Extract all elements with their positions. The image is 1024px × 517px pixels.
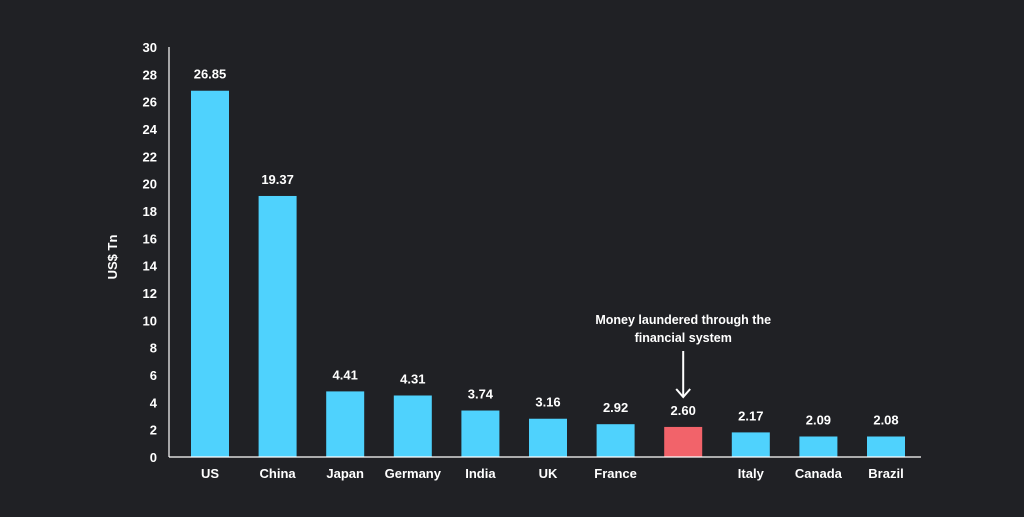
bar-value-label: 2.08 [873,413,898,428]
x-category-label: US [201,466,219,481]
x-category-label: Japan [326,466,364,481]
bar [258,195,297,457]
bar [393,395,432,457]
x-category-label: France [594,466,637,481]
x-category-label: Canada [795,466,843,481]
x-category-label: UK [539,466,558,481]
annotation-line-2: financial system [635,331,732,345]
y-tick-label: 22 [143,149,157,164]
annotation-line-1: Money laundered through the [595,313,771,327]
annotation-arrow-head [675,388,691,399]
bar [529,418,567,457]
y-tick-label: 30 [143,40,157,55]
y-tick-label: 4 [150,395,158,410]
y-tick-label: 0 [150,450,157,465]
bar [326,391,365,457]
bar-value-label: 4.31 [400,372,425,387]
bar [799,436,838,457]
x-category-label: Brazil [868,466,903,481]
y-tick-label: 16 [143,231,157,246]
y-axis-title: US$ Tn [105,235,120,280]
x-category-label: Italy [738,466,765,481]
bar-value-label: 2.09 [806,413,831,428]
annotation: Money laundered through the financial sy… [595,313,771,399]
bar-value-label: 3.74 [468,387,494,402]
x-category-label: India [465,466,496,481]
bar [191,90,229,457]
bar-value-label: 2.60 [671,403,696,418]
y-tick-label: 18 [143,204,157,219]
y-tick-label: 10 [143,313,157,328]
bar-value-label: 19.37 [261,172,294,187]
y-tick-label: 6 [150,368,157,383]
bar-highlight [664,426,703,457]
x-category-label: China [260,466,297,481]
y-tick-label: 8 [150,341,157,356]
bar [596,424,635,457]
y-tick-label: 28 [143,67,157,82]
y-tick-label: 24 [143,122,158,137]
bar-value-label: 2.17 [738,408,763,423]
y-tick-label: 20 [143,177,157,192]
bar [867,436,905,457]
bar-value-label: 2.92 [603,400,628,415]
y-tick-label: 2 [150,423,157,438]
bars: 26.85 US 19.37 China 4.41 Japan 4.31 Germany 3.7… [191,67,905,481]
y-tick-label: 12 [143,286,157,301]
y-tick-label: 26 [143,95,157,110]
bar [461,410,500,457]
bar-value-label: 3.16 [535,395,560,410]
bar-value-label: 26.85 [194,67,227,82]
bar-value-label: 4.41 [333,367,358,382]
y-tick-label: 14 [143,259,158,274]
bar [731,432,770,457]
x-category-label: Germany [385,466,442,481]
